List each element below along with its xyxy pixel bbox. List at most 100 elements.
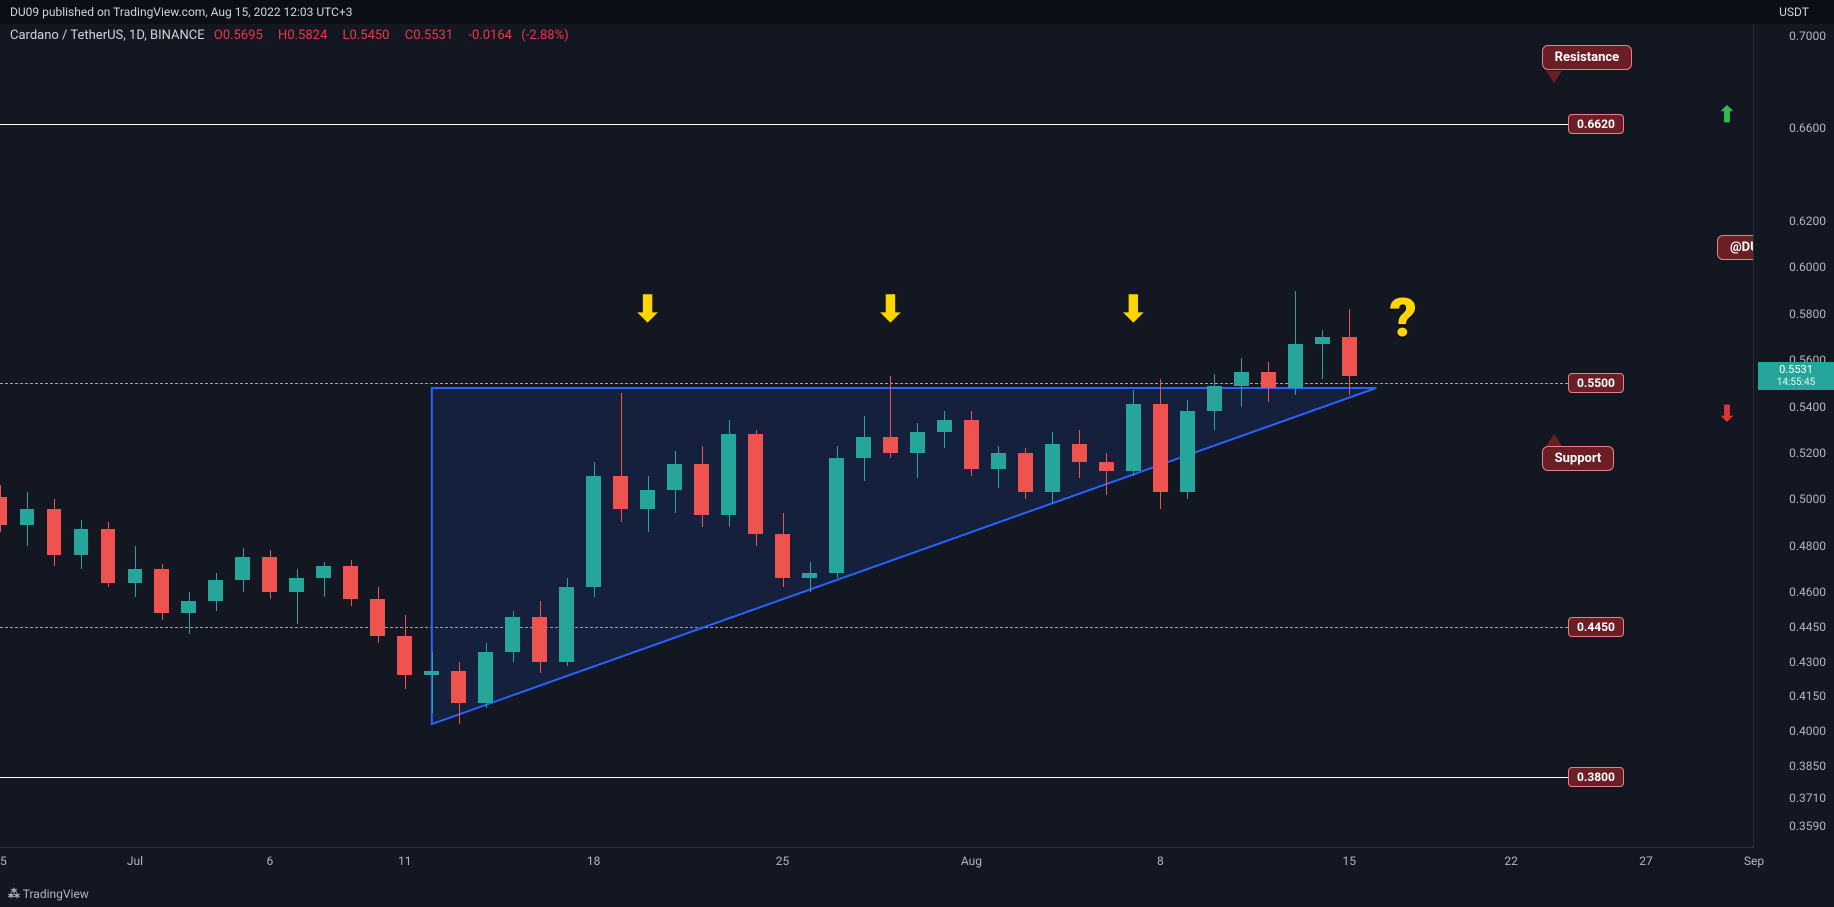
candle-body bbox=[154, 569, 169, 613]
x-tick: 11 bbox=[398, 854, 412, 868]
candle-body bbox=[1099, 462, 1114, 471]
y-tick: 0.6200 bbox=[1789, 214, 1826, 228]
candle-body bbox=[883, 437, 898, 453]
x-tick: Aug bbox=[961, 854, 982, 868]
candle-body bbox=[451, 671, 466, 703]
candle-body bbox=[910, 432, 925, 453]
candle-body bbox=[478, 652, 493, 703]
resistance-callout: Resistance bbox=[1542, 45, 1633, 70]
resistance-callout-pointer-icon bbox=[1546, 71, 1562, 83]
x-tick: 15 bbox=[1342, 854, 1356, 868]
y-tick: 0.3590 bbox=[1789, 819, 1826, 833]
footer-brand: ⁂ TradingView bbox=[8, 887, 89, 901]
y-tick: 0.6600 bbox=[1789, 121, 1826, 135]
y-tick: 0.3850 bbox=[1789, 759, 1826, 773]
candle-body bbox=[1018, 453, 1033, 492]
candle-body bbox=[1342, 337, 1357, 376]
support-callout-pointer-icon bbox=[1546, 434, 1562, 446]
red-arrow-down-icon: ⬇ bbox=[1718, 402, 1736, 427]
x-tick: 8 bbox=[1157, 854, 1164, 868]
x-tick: 25 bbox=[776, 854, 790, 868]
candle-body bbox=[1126, 404, 1141, 471]
candle-body bbox=[505, 617, 520, 652]
candle-body bbox=[640, 490, 655, 509]
candle-body bbox=[47, 509, 62, 555]
y-tick: 0.5200 bbox=[1789, 446, 1826, 460]
candle-body bbox=[856, 437, 871, 458]
candle-body bbox=[424, 671, 439, 676]
y-tick: 0.7000 bbox=[1789, 29, 1826, 43]
candle-body bbox=[235, 557, 250, 580]
x-tick: 6 bbox=[266, 854, 273, 868]
ascending-triangle bbox=[0, 24, 1754, 847]
x-tick: 27 bbox=[1639, 854, 1653, 868]
candle-body bbox=[964, 420, 979, 469]
y-tick: 0.4300 bbox=[1789, 655, 1826, 669]
candle-wick bbox=[432, 652, 433, 712]
candle-body bbox=[370, 599, 385, 636]
candle-body bbox=[343, 566, 358, 598]
candle-body bbox=[289, 578, 304, 592]
candle-wick bbox=[189, 592, 190, 634]
candle-body bbox=[74, 529, 89, 555]
green-arrow-up-icon: ⬆ bbox=[1718, 103, 1736, 128]
question-mark-icon: ? bbox=[1389, 287, 1417, 350]
candle-body bbox=[829, 458, 844, 574]
candle-body bbox=[181, 601, 196, 613]
y-tick: 0.4000 bbox=[1789, 724, 1826, 738]
candle-body bbox=[532, 617, 547, 661]
candle-body bbox=[586, 476, 601, 587]
x-tick: 22 bbox=[1504, 854, 1518, 868]
candle-body bbox=[775, 534, 790, 578]
yellow-arrow-down-icon: ⬇ bbox=[875, 288, 905, 330]
yellow-arrow-down-icon: ⬇ bbox=[1118, 288, 1148, 330]
candle-body bbox=[128, 569, 143, 583]
y-tick: 0.3710 bbox=[1789, 791, 1826, 805]
candle-body bbox=[1180, 411, 1195, 492]
y-axis-title: USDT bbox=[1754, 0, 1834, 24]
candle-body bbox=[262, 557, 277, 592]
candle-body bbox=[613, 476, 628, 508]
publish-info: DU09 published on TradingView.com, Aug 1… bbox=[10, 5, 353, 19]
candle-body bbox=[802, 573, 817, 578]
candle-body bbox=[721, 434, 736, 515]
candle-body bbox=[208, 580, 223, 601]
x-tick: Jul bbox=[127, 854, 143, 868]
candle-body bbox=[1207, 386, 1222, 412]
candle-body bbox=[101, 529, 116, 582]
candle-body bbox=[1072, 444, 1087, 463]
candle-body bbox=[1153, 404, 1168, 492]
candle-body bbox=[1261, 372, 1276, 388]
candle-body bbox=[1288, 344, 1303, 388]
y-tick: 0.5800 bbox=[1789, 307, 1826, 321]
candle-body bbox=[1315, 337, 1330, 344]
x-tick: 18 bbox=[587, 854, 601, 868]
candle-body bbox=[991, 453, 1006, 469]
y-tick: 0.5000 bbox=[1789, 492, 1826, 506]
candle-body bbox=[1234, 372, 1249, 386]
candle-body bbox=[1045, 444, 1060, 493]
candle-wick bbox=[1106, 453, 1107, 495]
x-tick: 25 bbox=[0, 854, 7, 868]
candle-body bbox=[20, 509, 35, 525]
y-tick: 0.4600 bbox=[1789, 585, 1826, 599]
candle-body bbox=[316, 566, 331, 578]
y-tick: 0.6000 bbox=[1789, 260, 1826, 274]
candle-body bbox=[0, 497, 7, 525]
y-tick: 0.4800 bbox=[1789, 539, 1826, 553]
x-axis[interactable]: 25Jul6111825Aug8152227Sep bbox=[0, 847, 1754, 878]
y-axis[interactable]: 0.70000.66000.62000.60000.58000.56000.54… bbox=[1753, 24, 1834, 847]
yellow-arrow-down-icon: ⬇ bbox=[633, 288, 663, 330]
x-tick: Sep bbox=[1744, 854, 1764, 868]
candle-body bbox=[694, 464, 709, 515]
candle-body bbox=[937, 420, 952, 432]
candle-body bbox=[748, 434, 763, 534]
chart-plot[interactable]: 0.66200.55000.44500.3800⬇⬇⬇?⬆⬇Resistance… bbox=[0, 24, 1754, 847]
candle-body bbox=[667, 464, 682, 490]
support-callout: Support bbox=[1542, 446, 1615, 471]
candle-body bbox=[559, 587, 574, 661]
candle-body bbox=[397, 636, 412, 675]
y-tick: 0.5400 bbox=[1789, 400, 1826, 414]
current-price-tag: 0.553114:55:45 bbox=[1758, 362, 1834, 390]
y-tick: 0.4450 bbox=[1789, 620, 1826, 634]
